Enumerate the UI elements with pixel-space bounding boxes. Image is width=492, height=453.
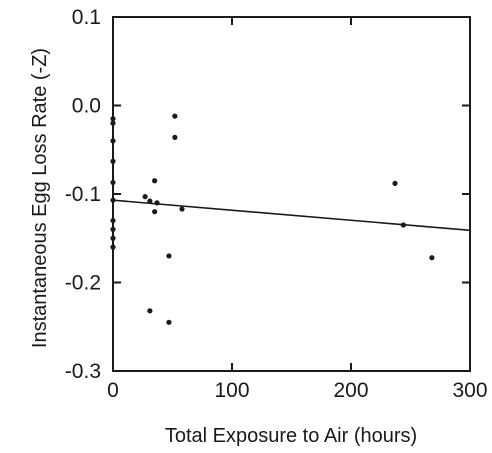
data-point [142, 194, 148, 200]
y-tick-label: -0.2 [65, 272, 101, 295]
data-point [147, 198, 153, 204]
data-point [154, 200, 160, 206]
y-axis-ticks: -0.3 -0.2 -0.1 0.0 0.1 [65, 6, 470, 383]
regression-line [112, 199, 471, 232]
data-point [110, 217, 116, 224]
y-tick-label: -0.3 [65, 360, 101, 383]
data-point [110, 197, 116, 203]
plot-frame [112, 16, 471, 372]
data-point [110, 235, 116, 241]
data-point [179, 206, 185, 212]
data-point [172, 113, 178, 119]
x-tick-label: 0 [107, 379, 119, 402]
data-point [172, 134, 178, 140]
plot-marks [110, 113, 471, 325]
data-point [400, 222, 406, 228]
data-point [392, 180, 398, 186]
data-point [152, 209, 158, 215]
data-point [110, 244, 116, 250]
x-axis-label: Total Exposure to Air (hours) [165, 425, 417, 447]
y-tick-label: 0.0 [72, 95, 101, 118]
data-point [429, 255, 435, 261]
y-tick-label: 0.1 [72, 6, 101, 29]
y-tick-label: -0.1 [65, 183, 101, 206]
data-point [152, 178, 158, 184]
data-point [110, 116, 116, 122]
data-point [110, 138, 116, 144]
data-point [110, 158, 116, 164]
x-tick-label: 100 [214, 379, 249, 402]
x-tick-label: 300 [452, 379, 487, 402]
y-axis-label: Instantaneous Egg Loss Rate (-Z) [29, 48, 51, 348]
data-point [166, 319, 172, 325]
data-point [110, 226, 116, 232]
data-point [110, 120, 116, 126]
data-point [110, 179, 116, 186]
data-point [147, 308, 153, 314]
data-point [166, 253, 172, 259]
x-tick-label: 200 [333, 379, 368, 402]
x-axis-ticks: 0 100 200 300 [107, 17, 488, 402]
